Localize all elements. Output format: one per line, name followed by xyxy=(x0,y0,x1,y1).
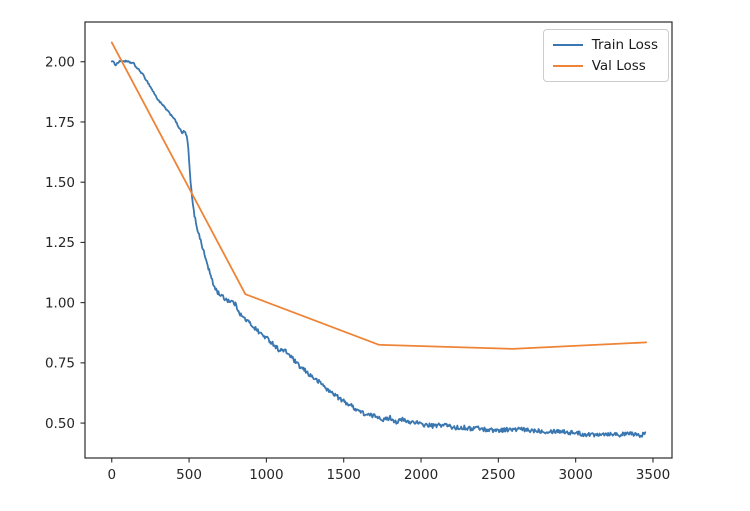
legend-label-train-loss: Train Loss xyxy=(591,37,658,53)
x-tick-label: 2000 xyxy=(404,467,438,483)
train-loss-line-icon xyxy=(552,44,583,46)
y-tick-label: 1.75 xyxy=(45,115,75,131)
x-tick-label: 500 xyxy=(176,467,202,483)
val-loss-line xyxy=(110,41,648,350)
legend-item-train-loss: Train Loss xyxy=(552,37,658,53)
x-tick-label: 1000 xyxy=(249,467,283,483)
y-tick-label: 1.00 xyxy=(45,295,75,311)
x-tick-label: 1500 xyxy=(327,467,361,483)
val-loss-line-icon xyxy=(552,65,583,67)
x-tick-label: 3500 xyxy=(636,467,670,483)
y-tick-label: 1.25 xyxy=(45,235,75,251)
legend-item-val-loss: Val Loss xyxy=(552,58,658,74)
legend-label-val-loss: Val Loss xyxy=(591,58,646,74)
x-tick-label: 2500 xyxy=(481,467,515,483)
x-tick-label: 0 xyxy=(107,467,116,483)
legend: Train Loss Val Loss xyxy=(542,29,669,82)
y-tick-label: 1.50 xyxy=(45,175,75,191)
y-tick-label: 0.75 xyxy=(45,356,75,372)
x-tick-label: 3000 xyxy=(558,467,592,483)
y-tick-label: 0.50 xyxy=(45,416,75,432)
train-loss-line xyxy=(110,59,647,439)
y-tick-label: 2.00 xyxy=(45,55,75,71)
axes-spines xyxy=(84,21,673,459)
